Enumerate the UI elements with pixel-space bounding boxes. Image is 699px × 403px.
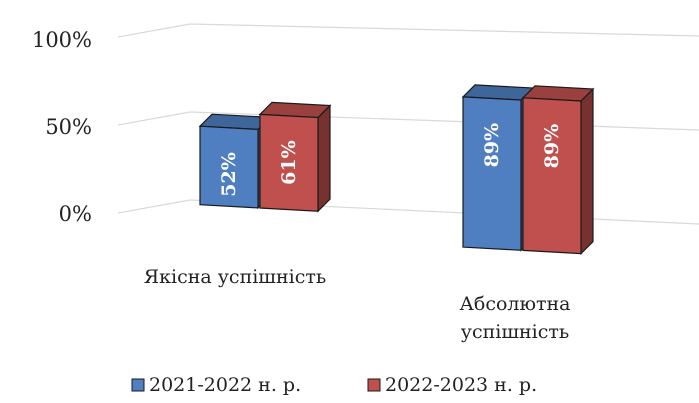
gridline-left-0 — [117, 199, 191, 214]
bar-0-1: 61% — [258, 101, 332, 213]
gridline-left-2 — [117, 23, 191, 38]
y-tick-label: 0% — [59, 202, 92, 226]
legend-swatch — [367, 378, 381, 392]
bar-front — [199, 125, 259, 209]
gridline-2 — [189, 23, 699, 37]
bar-front — [462, 96, 522, 251]
category-label: Абсолютна — [459, 293, 570, 315]
bar-front — [522, 97, 582, 255]
legend-label: 2022-2023 н. р. — [385, 374, 537, 396]
bar-side — [580, 87, 594, 256]
legend: 2021-2022 н. р. 2022-2023 н. р. — [131, 374, 537, 396]
data-label: 89% — [481, 123, 503, 168]
y-tick-label: 50% — [45, 115, 92, 139]
data-label: 89% — [541, 124, 563, 169]
category-label: Якісна успішність — [144, 266, 326, 288]
bar-front — [259, 113, 319, 212]
legend-label: 2021-2022 н. р. — [149, 374, 301, 396]
bar-0-0: 52% — [198, 113, 272, 210]
bar-1-1: 89% — [521, 85, 595, 256]
gridline-left-1 — [117, 111, 191, 126]
category-labels: Якісна успішність Абсолютна успішність — [144, 266, 571, 343]
bar-side — [317, 104, 331, 213]
bars: 52% 61% 89% 89% — [198, 84, 595, 256]
y-axis-ticks: 0% 50% 100% — [32, 28, 92, 226]
legend-swatch — [131, 378, 145, 392]
y-tick-label: 100% — [32, 28, 92, 52]
category-label: успішність — [461, 321, 569, 343]
data-label: 52% — [218, 152, 240, 197]
data-label: 61% — [278, 140, 300, 185]
